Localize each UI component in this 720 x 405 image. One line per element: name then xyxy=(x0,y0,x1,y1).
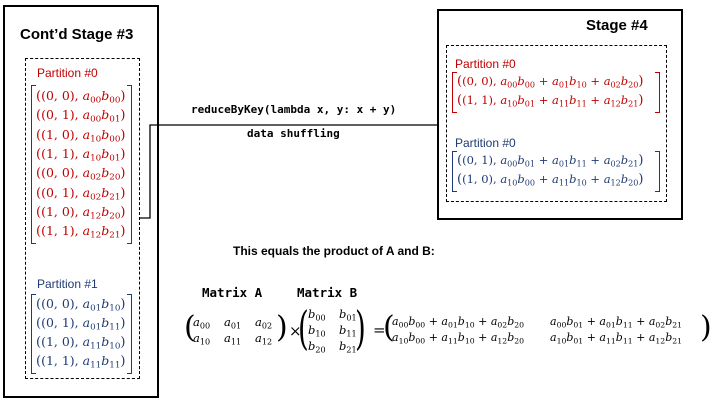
stage3-box xyxy=(3,5,159,398)
matrix-a-cell: a12 xyxy=(255,331,273,347)
partition-entry: ((0, 0), a00b00 + a01b10 + a02b20) xyxy=(457,74,644,90)
stage4-partition0a-label: Partition #0 xyxy=(455,57,516,71)
partition-entry: ((0, 0), a00b00) xyxy=(36,88,126,106)
data-shuffling-label: data shuffling xyxy=(247,127,340,140)
partition-entry: ((0, 0), a02b20) xyxy=(36,165,126,183)
stage3-partition1-right-bracket xyxy=(127,294,132,374)
result-cell: a10b01 + a11b11 + a12b21 xyxy=(550,331,683,346)
matrix-a-cell: a10 xyxy=(193,331,211,347)
stage4-partition0a-left-bracket xyxy=(452,72,457,113)
partition-entry: ((0, 1), a01b11) xyxy=(36,315,126,333)
stage4-partition0b-left-bracket xyxy=(452,151,457,192)
partition-entry: ((1, 0), a11b10) xyxy=(36,334,126,352)
stage3-partition0-right-bracket xyxy=(127,85,132,244)
partition-entry: ((1, 0), a10b00 + a11b10 + a12b20) xyxy=(457,172,644,188)
matrix-a-cell: a01 xyxy=(224,315,242,331)
matrix-b-cell: b10 xyxy=(308,323,326,339)
matrix-b-cell: b01 xyxy=(339,307,357,323)
stage4-partition0b-label: Partition #0 xyxy=(455,136,516,150)
result-cell: a10b00 + a11b10 + a12b20 xyxy=(392,331,525,346)
stage4-partition0b-right-bracket xyxy=(655,151,660,192)
equals-sign: = xyxy=(373,321,386,339)
stage3-partitions-box xyxy=(25,58,140,379)
matrix-b-cell: b21 xyxy=(339,339,357,355)
partition-entry: ((1, 1), a10b01) xyxy=(36,145,126,164)
partition-entry: ((1, 1), a12b21) xyxy=(36,223,126,241)
matrix-b-cell: b20 xyxy=(308,339,326,355)
stage4-partition0a-right-bracket xyxy=(655,72,660,113)
stage3-title: Cont’d Stage #3 xyxy=(20,26,134,43)
matrix-a-right-paren: ) xyxy=(276,310,288,345)
result-cell: a00b00 + a01b10 + a02b20 xyxy=(392,315,525,330)
matrix-a-left-paren: ( xyxy=(184,310,196,345)
partition-entry: ((1, 1), a11b11) xyxy=(36,353,126,371)
reduce-by-key-label: reduceByKey(lambda x, y: x + y) xyxy=(191,103,397,116)
stage3-partition1-label: Partition #1 xyxy=(37,277,98,291)
result-right-paren: ) xyxy=(700,310,712,345)
product-caption: This equals the product of A and B: xyxy=(233,244,435,258)
stage4-box xyxy=(437,9,683,220)
partition-entry: ((0, 1), a00b01 + a01b11 + a02b21) xyxy=(457,153,644,169)
partition-entry: ((0, 1), a02b21) xyxy=(36,184,126,203)
matrix-b-left-paren: ( xyxy=(298,301,309,355)
matrix-a-cell: a02 xyxy=(255,315,273,331)
partition-entry: ((1, 0), a12b20) xyxy=(36,203,126,222)
matrix-a-cell: a11 xyxy=(224,331,242,347)
matrix-b-label: Matrix B xyxy=(297,285,358,300)
stage4-partitions-box xyxy=(446,45,667,202)
matrix-a-cell: a00 xyxy=(193,315,211,331)
result-cell: a00b01 + a01b11 + a02b21 xyxy=(550,315,683,330)
partition-entry: ((0, 0), a01b10) xyxy=(36,296,126,314)
matrix-b-cell: b00 xyxy=(308,307,326,323)
partition-entry: ((1, 1), a10b01 + a11b11 + a12b21) xyxy=(457,93,644,109)
matrix-b-right-paren: ) xyxy=(355,301,366,355)
partition-entry: ((0, 1), a00b01) xyxy=(36,107,126,125)
result-left-paren: ( xyxy=(383,310,395,345)
stage4-title: Stage #4 xyxy=(586,17,648,34)
stage3-partition1-left-bracket xyxy=(31,294,36,374)
matrix-b-cell: b11 xyxy=(339,323,357,339)
matrix-a-label: Matrix A xyxy=(202,285,263,300)
stage3-partition0-label: Partition #0 xyxy=(37,66,98,80)
times-sign: × xyxy=(289,322,302,340)
partition-entry: ((1, 0), a10b00) xyxy=(36,126,126,145)
stage3-partition0-left-bracket xyxy=(31,85,36,244)
